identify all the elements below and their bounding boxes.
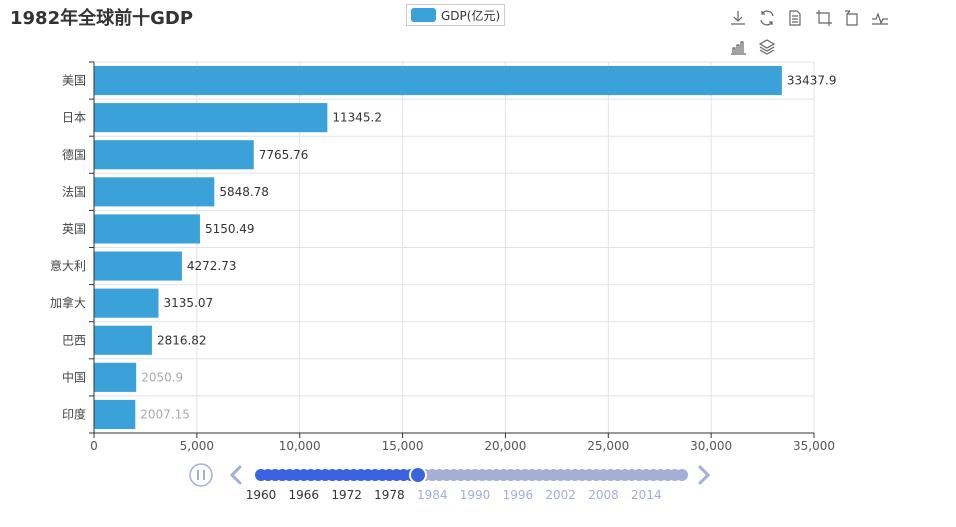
- y-tick-label: 法国: [62, 185, 86, 199]
- download-icon[interactable]: [728, 8, 748, 28]
- chevron-left-icon[interactable]: [229, 465, 242, 485]
- pause-icon[interactable]: [189, 463, 213, 487]
- timeline-label[interactable]: 1966: [289, 488, 320, 502]
- timeline-handle[interactable]: [408, 466, 427, 484]
- y-tick-label: 意大利: [50, 258, 86, 273]
- timeline-label[interactable]: 2008: [588, 488, 619, 502]
- y-tick-label: 美国: [62, 74, 86, 88]
- x-tick-label: 35,000: [793, 439, 835, 453]
- timeline: 1960 1966 1972 1978 1984 1990 1996 2002 2008 2014: [189, 463, 711, 502]
- bar[interactable]: [94, 140, 254, 170]
- refresh-icon[interactable]: [757, 8, 777, 28]
- stack-icon[interactable]: [757, 37, 777, 57]
- x-tick-label: 25,000: [587, 439, 629, 453]
- timeline-label[interactable]: 1996: [503, 488, 534, 502]
- y-tick-label: 日本: [62, 111, 86, 125]
- bar[interactable]: [94, 214, 200, 244]
- zoom-reset-icon[interactable]: [842, 8, 862, 28]
- bar-chart-icon[interactable]: [728, 37, 748, 57]
- chart-title: 1982年全球前十GDP: [10, 8, 194, 29]
- x-tick-label: 30,000: [690, 439, 732, 453]
- timeline-label[interactable]: 1978: [374, 488, 405, 502]
- bar[interactable]: [94, 399, 136, 429]
- timeline-label[interactable]: 1972: [331, 488, 362, 502]
- timeline-label[interactable]: 2002: [545, 488, 576, 502]
- x-tick-label: 0: [90, 439, 98, 453]
- bar-chart: 33437.9 11345.2 7765.76 5848.78 5150.49 4272.…: [50, 61, 837, 453]
- pause-button-ring[interactable]: [189, 463, 213, 487]
- line-chart-icon[interactable]: [870, 8, 890, 28]
- legend-swatch: [411, 8, 436, 22]
- data-label: 4272.73: [187, 259, 237, 273]
- y-tick-label: 印度: [62, 406, 86, 421]
- bar[interactable]: [94, 362, 137, 392]
- legend[interactable]: GDP(亿元): [406, 4, 506, 26]
- x-tick-label: 15,000: [382, 439, 424, 453]
- y-tick-label: 德国: [62, 147, 86, 162]
- data-label: 7765.76: [259, 148, 309, 162]
- zoom-icon[interactable]: [814, 8, 834, 28]
- timeline-label[interactable]: 2014: [631, 488, 662, 502]
- bar[interactable]: [94, 66, 782, 96]
- timeline-label[interactable]: 1990: [460, 488, 491, 502]
- data-label: 5848.78: [219, 185, 269, 199]
- data-view-icon[interactable]: [785, 8, 805, 28]
- data-label: 11345.2: [332, 111, 382, 125]
- x-tick-label: 10,000: [279, 439, 321, 453]
- bar[interactable]: [94, 325, 152, 355]
- data-label: 5150.49: [205, 222, 255, 236]
- x-tick-label: 20,000: [484, 439, 526, 453]
- timeline-dot[interactable]: [676, 469, 688, 481]
- legend-label: GDP(亿元): [441, 8, 501, 23]
- y-tick-label: 加拿大: [50, 295, 86, 310]
- data-label: 2007.15: [140, 407, 190, 421]
- data-label: 2050.9: [141, 370, 183, 384]
- bar[interactable]: [94, 177, 215, 207]
- x-tick-label: 5,000: [180, 439, 214, 453]
- data-label: 33437.9: [787, 74, 837, 88]
- data-label: 3135.07: [163, 296, 213, 310]
- y-tick-label: 中国: [62, 369, 86, 384]
- bar[interactable]: [94, 103, 328, 133]
- timeline-label[interactable]: 1984: [417, 488, 448, 502]
- bar[interactable]: [94, 251, 182, 281]
- data-label: 2816.82: [157, 333, 207, 347]
- y-tick-label: 英国: [62, 222, 86, 236]
- y-tick-label: 巴西: [62, 333, 86, 347]
- timeline-label[interactable]: 1960: [246, 488, 277, 502]
- bar[interactable]: [94, 288, 159, 318]
- chevron-right-icon[interactable]: [698, 465, 711, 485]
